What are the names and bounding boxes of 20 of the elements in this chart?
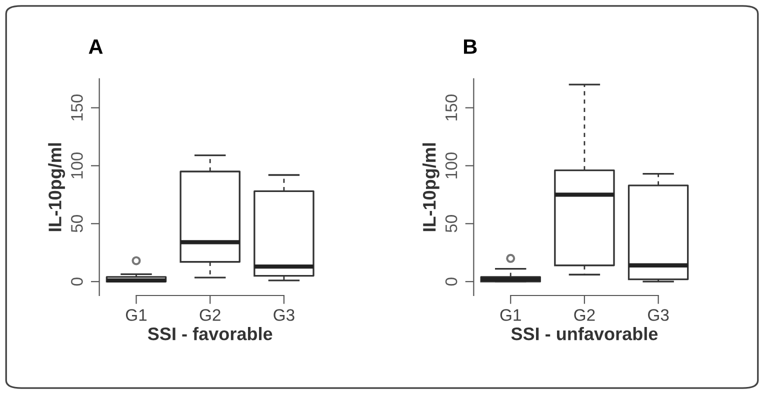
x-tick-label: G2 bbox=[200, 309, 220, 321]
y-tick-label: 150 bbox=[445, 94, 458, 120]
x-axis-title: SSI - favorable bbox=[148, 327, 272, 340]
x-axis-title: SSI - unfavorable bbox=[511, 327, 658, 340]
y-tick-label: 0 bbox=[71, 278, 83, 286]
y-tick-label: 150 bbox=[71, 94, 83, 120]
y-axis-title: IL-10pg/ml bbox=[48, 143, 66, 232]
y-tick-label: 0 bbox=[445, 278, 458, 286]
y-tick-label: 100 bbox=[71, 152, 83, 178]
x-tick-label: G1 bbox=[126, 309, 147, 321]
chart-title: B bbox=[464, 39, 477, 54]
y-tick-label: 100 bbox=[445, 152, 458, 178]
x-tick-label: G3 bbox=[274, 309, 294, 321]
y-tick-label: 50 bbox=[71, 215, 83, 232]
chart-title: A bbox=[88, 39, 103, 54]
x-tick-label: G2 bbox=[574, 309, 595, 321]
y-tick-label: 50 bbox=[445, 215, 458, 232]
x-tick-label: G3 bbox=[648, 309, 669, 321]
x-tick-label: G1 bbox=[500, 309, 521, 321]
y-axis-title: IL-10pg/ml bbox=[422, 143, 440, 232]
